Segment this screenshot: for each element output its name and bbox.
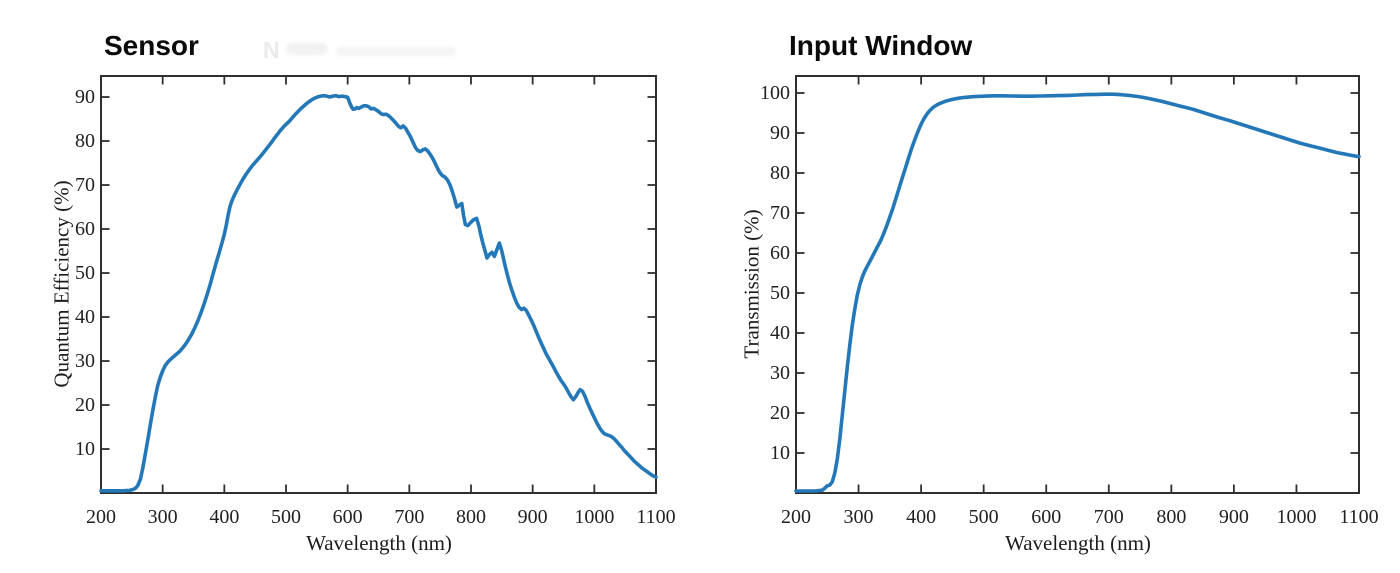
y-tick-label: 60 <box>75 218 95 240</box>
watermark-smudge <box>335 47 456 57</box>
x-tick-label: 700 <box>394 506 425 528</box>
plot-box <box>100 75 657 494</box>
x-tick-label: 700 <box>1093 506 1124 528</box>
x-tick-label: 900 <box>517 506 548 528</box>
x-tick-label: 500 <box>968 506 999 528</box>
x-tick-label: 300 <box>843 506 874 528</box>
x-tick-label: 900 <box>1218 506 1249 528</box>
x-tick-label: 1100 <box>1339 506 1379 528</box>
x-tick-label: 400 <box>209 506 240 528</box>
x-tick-label: 600 <box>332 506 363 528</box>
watermark-text: N <box>263 37 280 63</box>
y-tick-label: 10 <box>75 438 95 460</box>
x-tick-label: 800 <box>1156 506 1187 528</box>
y-tick-label: 40 <box>75 306 95 328</box>
chart-title-sensor: Sensor <box>104 30 199 61</box>
x-tick-label: 1000 <box>1276 506 1317 528</box>
plot-box <box>795 75 1360 494</box>
y-tick-label: 70 <box>75 174 95 196</box>
y-tick-label: 30 <box>75 350 95 372</box>
watermark: N <box>263 37 456 63</box>
y-tick-label: 90 <box>770 122 790 144</box>
x-axis-label-input-window: Wavelength (nm) <box>1005 531 1151 555</box>
x-tick-label: 1000 <box>574 506 615 528</box>
y-tick-label: 80 <box>770 162 790 184</box>
watermark-smudge <box>285 42 328 55</box>
data-curve <box>99 93 658 493</box>
x-tick-label: 600 <box>1031 506 1062 528</box>
x-tick-label: 400 <box>906 506 937 528</box>
x-tick-label: 500 <box>271 506 301 528</box>
x-tick-label: 200 <box>781 506 811 528</box>
y-tick-label: 30 <box>770 362 790 384</box>
y-tick-label: 90 <box>75 86 95 108</box>
y-tick-label: 100 <box>760 82 790 104</box>
x-tick-label: 1100 <box>636 506 676 528</box>
y-tick-label: 20 <box>75 394 95 416</box>
y-tick-label: 20 <box>770 402 790 424</box>
x-tick-label: 800 <box>456 506 486 528</box>
y-tick-label: 80 <box>75 130 95 152</box>
data-curve <box>794 92 1361 493</box>
y-tick-label: 50 <box>75 262 95 284</box>
x-tick-label: 300 <box>147 506 178 528</box>
y-tick-label: 70 <box>770 202 790 224</box>
x-tick-label: 200 <box>86 506 116 528</box>
chart-title-input-window: Input Window <box>789 30 973 61</box>
y-tick-label: 10 <box>770 442 790 464</box>
y-tick-label: 60 <box>770 242 790 264</box>
y-tick-label: 50 <box>770 282 790 304</box>
y-tick-label: 40 <box>770 322 790 344</box>
x-axis-label-sensor: Wavelength (nm) <box>306 531 452 555</box>
